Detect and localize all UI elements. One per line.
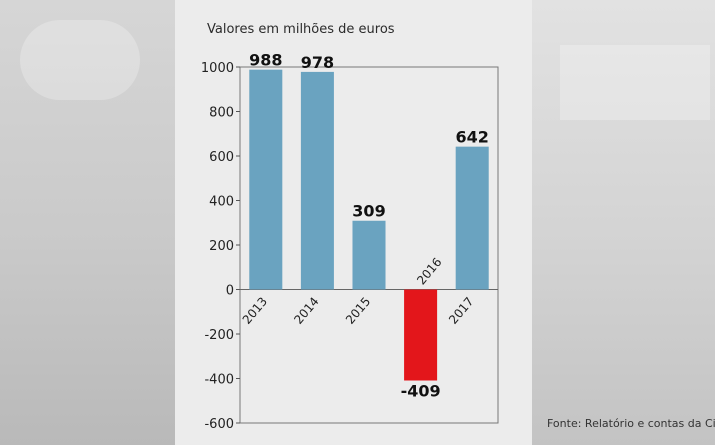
x-tick-label: 2015 <box>343 294 373 326</box>
bar-2016 <box>404 289 438 381</box>
bar-2014 <box>300 71 334 290</box>
background-photo-left <box>0 0 175 445</box>
bar-2013 <box>249 69 283 290</box>
y-tick-label: 400 <box>209 195 234 210</box>
x-tick-label: 2016 <box>414 255 444 287</box>
y-tick-label: 200 <box>209 239 234 254</box>
background-photo-right <box>532 0 715 445</box>
background-shape <box>20 20 140 100</box>
bar-2017 <box>455 146 489 290</box>
source-note: Fonte: Relatório e contas da Ci <box>547 417 715 430</box>
y-tick-label: -200 <box>204 328 234 343</box>
bar-2015 <box>352 220 386 290</box>
chart-title: Valores em milhões de euros <box>207 22 395 37</box>
x-tick-label: 2017 <box>446 294 476 326</box>
data-label-2014: 978 <box>301 53 334 72</box>
y-tick-label: -600 <box>204 417 234 432</box>
y-tick-label: 1000 <box>201 61 234 76</box>
data-label-2013: 988 <box>249 51 282 70</box>
data-label-2017: 642 <box>455 128 488 147</box>
y-tick-label: 600 <box>209 150 234 165</box>
x-tick-label: 2013 <box>240 294 270 326</box>
data-label-2016: -409 <box>401 382 441 401</box>
y-tick-label: 0 <box>226 284 234 299</box>
y-tick-label: 800 <box>209 106 234 121</box>
data-label-2015: 309 <box>352 202 385 221</box>
background-sign <box>560 45 710 120</box>
x-tick-label: 2014 <box>291 294 321 326</box>
y-tick-label: -400 <box>204 373 234 388</box>
